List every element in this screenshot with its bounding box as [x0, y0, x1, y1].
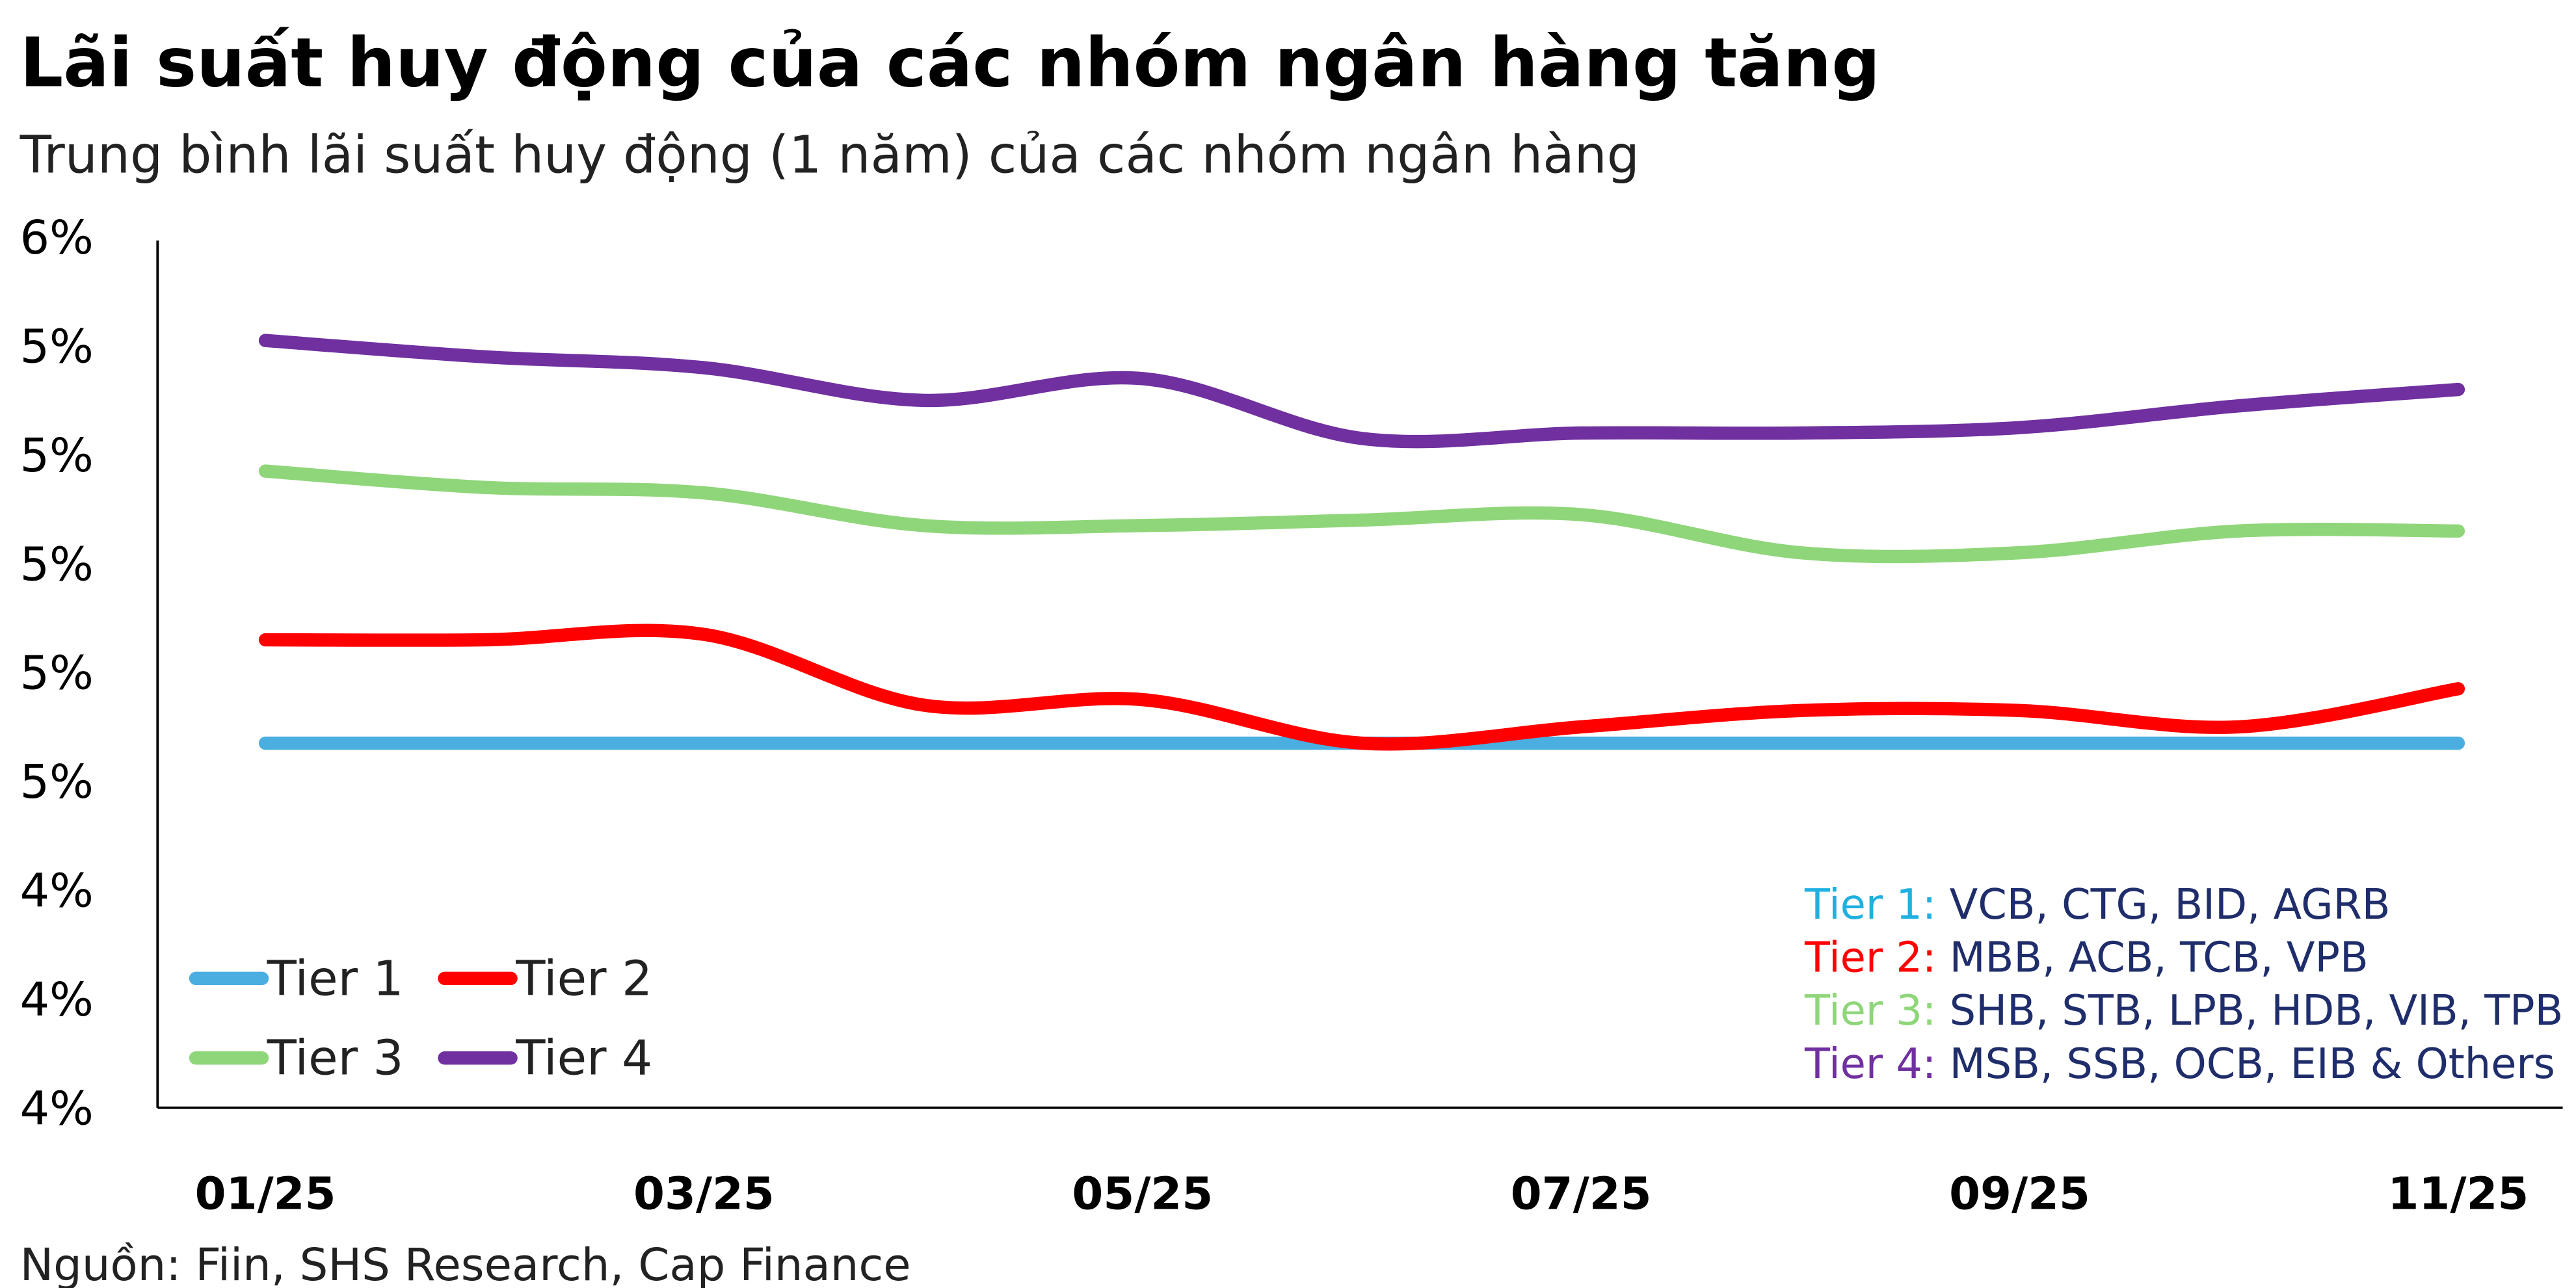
- series-line: [258, 624, 2465, 751]
- chart-subtitle: Trung bình lãi suất huy động (1 năm) của…: [20, 125, 1640, 185]
- note-text: MBB, ACB, TCB, VPB: [1950, 934, 2369, 982]
- legend-label: Tier 4: [515, 1031, 652, 1086]
- note-label: Tier 3:: [1804, 987, 1936, 1035]
- y-tick-label: 5%: [20, 537, 94, 591]
- note: Tier 3: SHB, STB, LPB, HDB, VIB, TPB: [1804, 987, 2563, 1035]
- note-label: Tier 2:: [1804, 934, 1936, 982]
- y-tick-label: 5%: [20, 428, 94, 482]
- note-label: Tier 1:: [1804, 881, 1936, 929]
- x-tick-label: 03/25: [633, 1168, 775, 1220]
- y-tick-label: 5%: [20, 320, 94, 374]
- note: Tier 1: VCB, CTG, BID, AGRB: [1804, 881, 2391, 929]
- x-tick-label: 07/25: [1511, 1168, 1652, 1220]
- note-text: MSB, SSB, OCB, EIB & Others: [1950, 1040, 2555, 1088]
- y-tick-label: 4%: [20, 864, 94, 918]
- y-tick-label: 4%: [20, 973, 94, 1027]
- series-line: [258, 464, 2465, 564]
- x-tick-label: 01/25: [195, 1168, 336, 1220]
- note: Tier 2: MBB, ACB, TCB, VPB: [1804, 934, 2369, 982]
- note-text: VCB, CTG, BID, AGRB: [1950, 881, 2391, 929]
- y-tick-label: 5%: [20, 755, 94, 809]
- x-tick-label: 05/25: [1072, 1168, 1213, 1220]
- note-text: SHB, STB, LPB, HDB, VIB, TPB: [1950, 987, 2564, 1035]
- series-line: [258, 334, 2465, 449]
- legend-label: Tier 1: [267, 951, 404, 1006]
- legend-label: Tier 2: [515, 951, 652, 1006]
- x-tick-label: 09/25: [1949, 1168, 2090, 1220]
- source: Nguồn: Fiin, SHS Research, Cap Finance: [20, 1239, 911, 1288]
- chart-title: Lãi suất huy động của các nhóm ngân hàng…: [20, 23, 1880, 103]
- y-tick-label: 4%: [20, 1081, 94, 1135]
- legend-label: Tier 3: [267, 1031, 404, 1086]
- y-tick-label: 6%: [20, 211, 94, 265]
- note: Tier 4: MSB, SSB, OCB, EIB & Others: [1804, 1040, 2555, 1088]
- x-tick-label: 11/25: [2387, 1168, 2529, 1220]
- note-label: Tier 4:: [1804, 1040, 1936, 1088]
- y-tick-label: 5%: [20, 646, 94, 700]
